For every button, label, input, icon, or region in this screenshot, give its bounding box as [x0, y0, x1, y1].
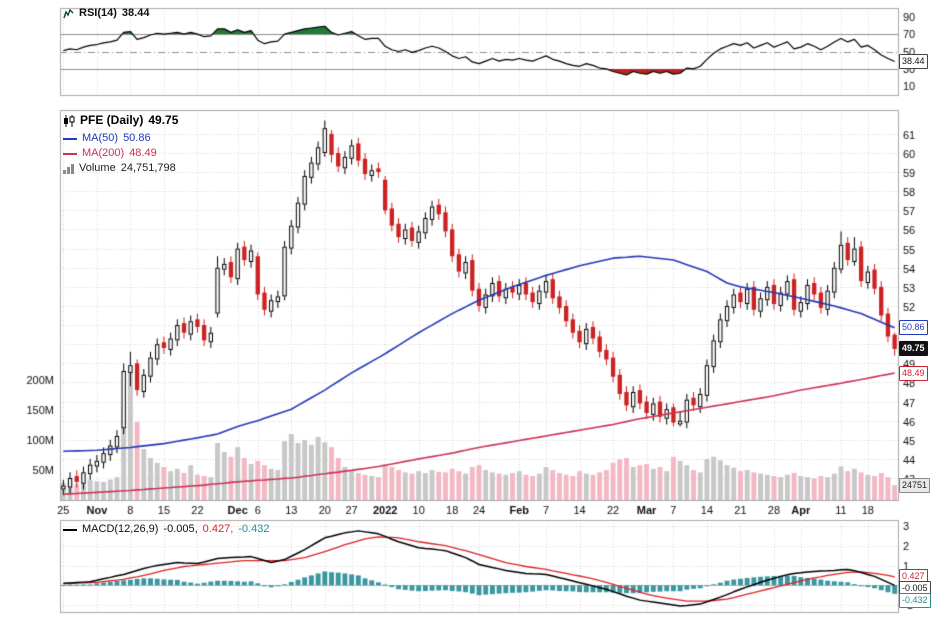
volume-value-box: 24751	[899, 478, 931, 493]
rsi-legend-label: RSI(14)	[79, 7, 117, 19]
volume-legend: Volume 24,751,798	[63, 162, 176, 175]
rsi-legend: RSI(14) 38.44	[63, 7, 149, 20]
rsi-value-box: 38.44	[899, 54, 928, 69]
macd-legend: MACD(12,26,9) -0.005, 0.427, -0.432	[63, 523, 269, 536]
ma200-legend: MA(200) 48.49	[63, 147, 157, 160]
candlestick-icon	[64, 114, 75, 127]
ma200-value-box: 48.49	[899, 366, 928, 381]
macd-signal-value: 0.427,	[202, 523, 234, 535]
macd-label: MACD(12,26,9)	[82, 523, 159, 535]
volume-label: Volume	[79, 162, 116, 174]
volume-icon	[63, 163, 74, 174]
ma200-label: MA(200)	[82, 147, 125, 159]
ma50-value: 50.86	[123, 132, 151, 144]
ma200-value: 48.49	[129, 147, 157, 159]
ma50-legend: MA(50) 50.86	[63, 132, 151, 145]
ma200-line-swatch	[63, 152, 77, 155]
symbol-last-price: 49.75	[148, 113, 179, 127]
volume-value: 24,751,798	[120, 162, 176, 174]
ma50-line-swatch	[63, 137, 77, 140]
macd-line-swatch	[63, 528, 77, 531]
macd-histogram-value: -0.432	[238, 523, 270, 535]
ma50-label: MA(50)	[82, 132, 119, 144]
symbol-legend: PFE (Daily) 49.75	[63, 114, 178, 127]
last-price-box: 49.75	[899, 341, 928, 356]
ma50-value-box: 50.86	[899, 320, 928, 335]
macd-line-value: -0.005,	[163, 523, 198, 535]
rsi-legend-value: 38.44	[121, 7, 150, 19]
hist-value-box: -0.432	[899, 593, 931, 608]
symbol-label: PFE (Daily)	[80, 113, 144, 127]
rsi-indicator-icon	[63, 8, 74, 19]
